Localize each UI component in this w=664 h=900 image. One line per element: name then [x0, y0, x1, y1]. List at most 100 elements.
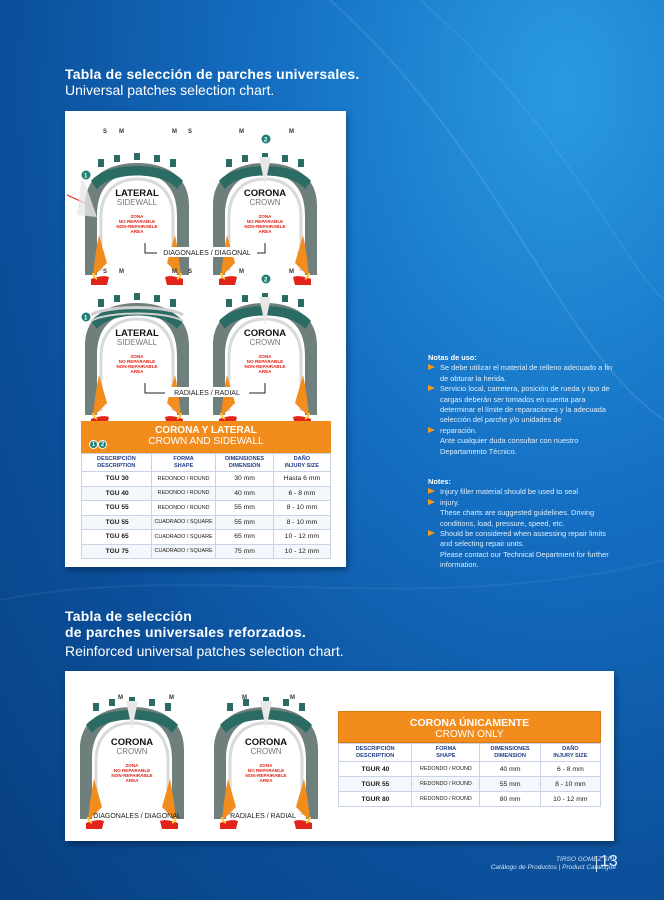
table1-col-shape: FORMA SHAPE	[150, 453, 217, 472]
notes-es-item: reparación.	[428, 426, 618, 436]
row-shape: REDONDO / ROUND	[411, 776, 481, 792]
label-m-11: M	[242, 695, 247, 701]
no-reparable-label-5: NO REPARABLE	[114, 768, 150, 773]
row-code: TGU 55	[81, 500, 152, 516]
area-label-5: AREA	[125, 778, 139, 783]
row-dimension: 30 mm	[215, 471, 274, 487]
label-m-12: M	[290, 695, 295, 701]
crown-label-1: CROWN	[249, 198, 280, 207]
zona-label-2: ZONA	[258, 214, 272, 219]
label-m-1: M	[119, 129, 124, 135]
label-m-6: M	[172, 269, 177, 275]
row-injury: Hasta 6 mm	[272, 471, 332, 487]
table2-col-desc: DESCRIPCIÓN DESCRIPTION	[337, 743, 413, 762]
zona-label-3: ZONA	[130, 354, 144, 359]
row-dimension: 55 mm	[479, 776, 541, 792]
table1-title-en: CROWN AND SIDEWALL	[148, 436, 264, 447]
table2-grid: DESCRIPCIÓN DESCRIPTION FORMA SHAPE DIMENS…	[337, 743, 602, 807]
diagonales-label-2: DIAGONALES / DIAGONAL	[93, 813, 181, 820]
col-header-es: DAÑO	[562, 746, 579, 752]
tire-chart-card: S M M S 1 LATERAL SIDEWALL ZONA NO REPAR…	[65, 111, 346, 567]
zona-label-1: ZONA	[130, 214, 144, 219]
row-dimension: 55 mm	[215, 514, 274, 530]
radiales-label-2: RADIALES / RADIAL	[230, 813, 296, 820]
diagonales-label: DIAGONALES / DIAGONAL	[163, 250, 251, 257]
footer-separator	[596, 856, 597, 872]
row-shape: CUADRADO / SQUARE	[150, 543, 217, 559]
zona-label-6: ZONA	[259, 763, 273, 768]
table-row: TGU 30 REDONDO / ROUND 30 mm Hasta 6 mm	[81, 471, 332, 487]
row-dimension: 80 mm	[479, 791, 541, 807]
col-header-es: DIMENSIONES	[225, 456, 265, 462]
label-m-3: M	[239, 129, 244, 135]
row-injury: 8 - 10 mm	[539, 776, 602, 792]
row-injury: 6 - 8 mm	[539, 761, 602, 777]
reinforced-chart-card: M M CORONA CROWN ZONA NO REPARABLE NON-R…	[65, 671, 614, 841]
arrow-icon	[428, 385, 435, 392]
col-header-es: DAÑO	[293, 456, 311, 462]
row-shape: REDONDO / ROUND	[150, 471, 217, 487]
row-shape: CUADRADO / SQUARE	[150, 529, 217, 545]
row-shape: REDONDO / ROUND	[150, 500, 217, 516]
label-m-2: M	[172, 129, 177, 135]
non-repairable-label-4: NON-REPAIRABLE	[244, 364, 285, 369]
crown-label-3: CROWN	[116, 747, 147, 756]
notes-es-text: reparación.	[440, 425, 477, 435]
notes-spanish: Notas de uso: Se debe utilizar el materi…	[428, 353, 618, 457]
table1-title-es: CORONA Y LATERAL	[155, 425, 257, 436]
row-injury: 6 - 8 mm	[272, 485, 332, 501]
notes-en-extra-1: These charts are suggested guidelines. D…	[440, 508, 595, 528]
page-number: 13	[600, 853, 618, 870]
row-injury: 10 - 12 mm	[272, 529, 332, 545]
notes-en-item: Injury filler material should be used to…	[428, 487, 618, 497]
notes-es-extra: Ante cualquier duda consultar con nuestr…	[440, 436, 579, 456]
table-row: TGUR 80 REDONDO / ROUND 80 mm 10 - 12 mm	[337, 791, 602, 807]
badge-2-icon: 2	[98, 440, 107, 449]
col-header-en: SHAPE	[173, 462, 194, 469]
table-row: TGUR 40 REDONDO / ROUND 40 mm 6 - 8 mm	[337, 761, 602, 777]
row-code: TGUR 80	[337, 791, 413, 807]
row-code: TGUR 40	[337, 761, 413, 777]
col-header-en: INJURY SIZE	[284, 462, 319, 469]
footer-catalogue: Catálogo de Productos | Product Catalogu…	[490, 864, 616, 871]
table2-col-injury: DAÑO INJURY SIZE	[539, 743, 602, 762]
no-reparable-label-1: NO REPARABLE	[119, 219, 155, 224]
row-dimension: 75 mm	[215, 543, 274, 559]
row-code: TGU 75	[81, 543, 152, 559]
table2-col-dim: DIMENSIONES DIMENSION	[479, 743, 541, 762]
label-m-8: M	[289, 269, 294, 275]
notes-en-text: Injury filler material should be used to…	[440, 487, 579, 497]
badge-1-icon: 1	[89, 440, 98, 449]
notes-es-text: Se debe utilizar el material de relleno …	[440, 363, 613, 383]
col-header-es: DESCRIPCIÓN	[96, 456, 136, 462]
label-s-4: S	[188, 269, 192, 275]
table-row: TGU 65 CUADRADO / SQUARE 65 mm 10 - 12 mm	[81, 529, 332, 545]
corona-label-1: CORONA	[244, 188, 286, 199]
label-s-3: S	[103, 269, 107, 275]
crown-label-4: CROWN	[250, 747, 281, 756]
table-row: TGU 55 CUADRADO / SQUARE 55 mm 8 - 10 mm	[81, 514, 332, 530]
col-header-es: FORMA	[173, 456, 194, 462]
non-repairable-label-6: NON-REPAIRABLE	[245, 773, 286, 778]
notes-en-text: Should be considered when assessing repa…	[440, 529, 606, 549]
no-reparable-label-6: NO REPARABLE	[248, 768, 284, 773]
non-repairable-label-5: NON-REPAIRABLE	[111, 773, 152, 778]
row-code: TGU 30	[81, 471, 152, 487]
row-injury: 10 - 12 mm	[539, 791, 602, 807]
section1-title-en: Universal patches selection chart.	[65, 82, 275, 98]
col-header-en: INJURY SIZE	[553, 752, 588, 759]
notes-es-item: Se debe utilizar el material de relleno …	[428, 363, 618, 384]
col-header-es: FORMA	[435, 746, 457, 752]
section1-title: Tabla de selección de parches universale…	[65, 66, 360, 98]
row-code: TGU 65	[81, 529, 152, 545]
table2-col-shape: FORMA SHAPE	[411, 743, 481, 762]
col-header-en: SHAPE	[436, 752, 456, 759]
table2-body: TGUR 40 REDONDO / ROUND 40 mm 6 - 8 mm TGUR …	[337, 761, 602, 807]
arrow-icon	[428, 364, 435, 371]
notes-es-text: Servicio local, carretera, posición de r…	[440, 384, 610, 425]
col-header-es: DIMENSIONES	[490, 746, 530, 752]
row-shape: REDONDO / ROUND	[411, 761, 481, 777]
row-shape: CUADRADO / SQUARE	[150, 514, 217, 530]
table-row: TGU 40 REDONDO / ROUND 40 mm 6 - 8 mm	[81, 485, 332, 501]
